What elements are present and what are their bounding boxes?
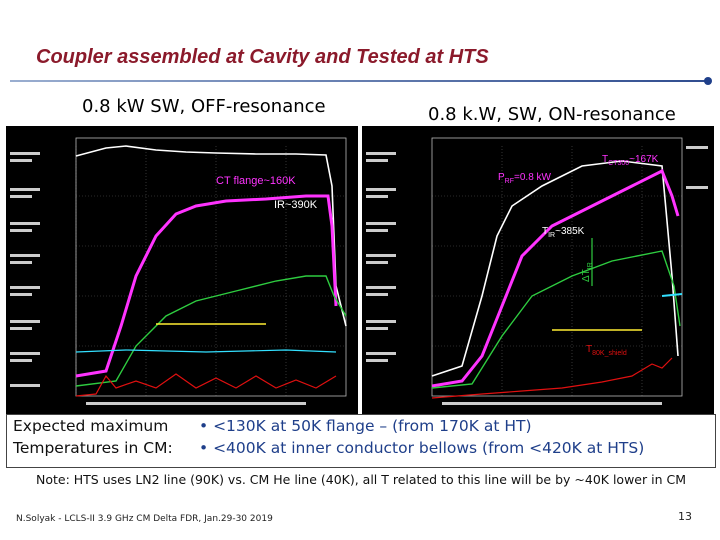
right-plot-canvas: TCT300~167K PRF=0.8 kW TIR~385K ΔTIR T80… <box>366 137 708 405</box>
left-plot-panel: CT flange~160K IR~390K <box>6 126 358 414</box>
left-ir-annotation: IR~390K <box>274 199 318 211</box>
left-plot-caption: 0.8 kW SW, OFF-resonance <box>82 96 326 117</box>
title-underline-dot <box>704 77 712 85</box>
title-underline <box>10 80 710 82</box>
left-plot-canvas: CT flange~160K IR~390K <box>10 137 347 405</box>
slide-title: Coupler assembled at Cavity and Tested a… <box>36 46 489 68</box>
expected-bullet-1: • <130K at 50K flange – (from 170K at HT… <box>199 417 532 435</box>
expected-bullet-2: • <400K at inner conductor bellows (from… <box>199 439 645 457</box>
right-p-rf-annotation: PRF=0.8 kW <box>498 172 552 185</box>
slide-footer: N.Solyak - LCLS-II 3.9 GHz CM Delta FDR,… <box>16 514 273 524</box>
page-number: 13 <box>678 510 692 523</box>
right-t-ct300-annotation: TCT300~167K <box>602 154 659 167</box>
expected-heading-line2: Temperatures in CM: <box>13 439 173 457</box>
expected-heading-line1: Expected maximum <box>13 417 169 435</box>
right-t-80k-annotation: T80K_shield <box>586 344 627 357</box>
right-plot-caption: 0.8 k.W, SW, ON-resonance <box>428 104 676 125</box>
expected-temperatures-box: Expected maximum Temperatures in CM: • <… <box>6 414 716 468</box>
footnote: Note: HTS uses LN2 line (90K) vs. CM He … <box>36 472 686 487</box>
right-plot-panel: TCT300~167K PRF=0.8 kW TIR~385K ΔTIR T80… <box>362 126 714 414</box>
left-ct-flange-annotation: CT flange~160K <box>216 175 296 187</box>
right-t-ir-annotation: TIR~385K <box>542 226 585 239</box>
right-delta-t-annotation: ΔTIR <box>581 262 594 282</box>
